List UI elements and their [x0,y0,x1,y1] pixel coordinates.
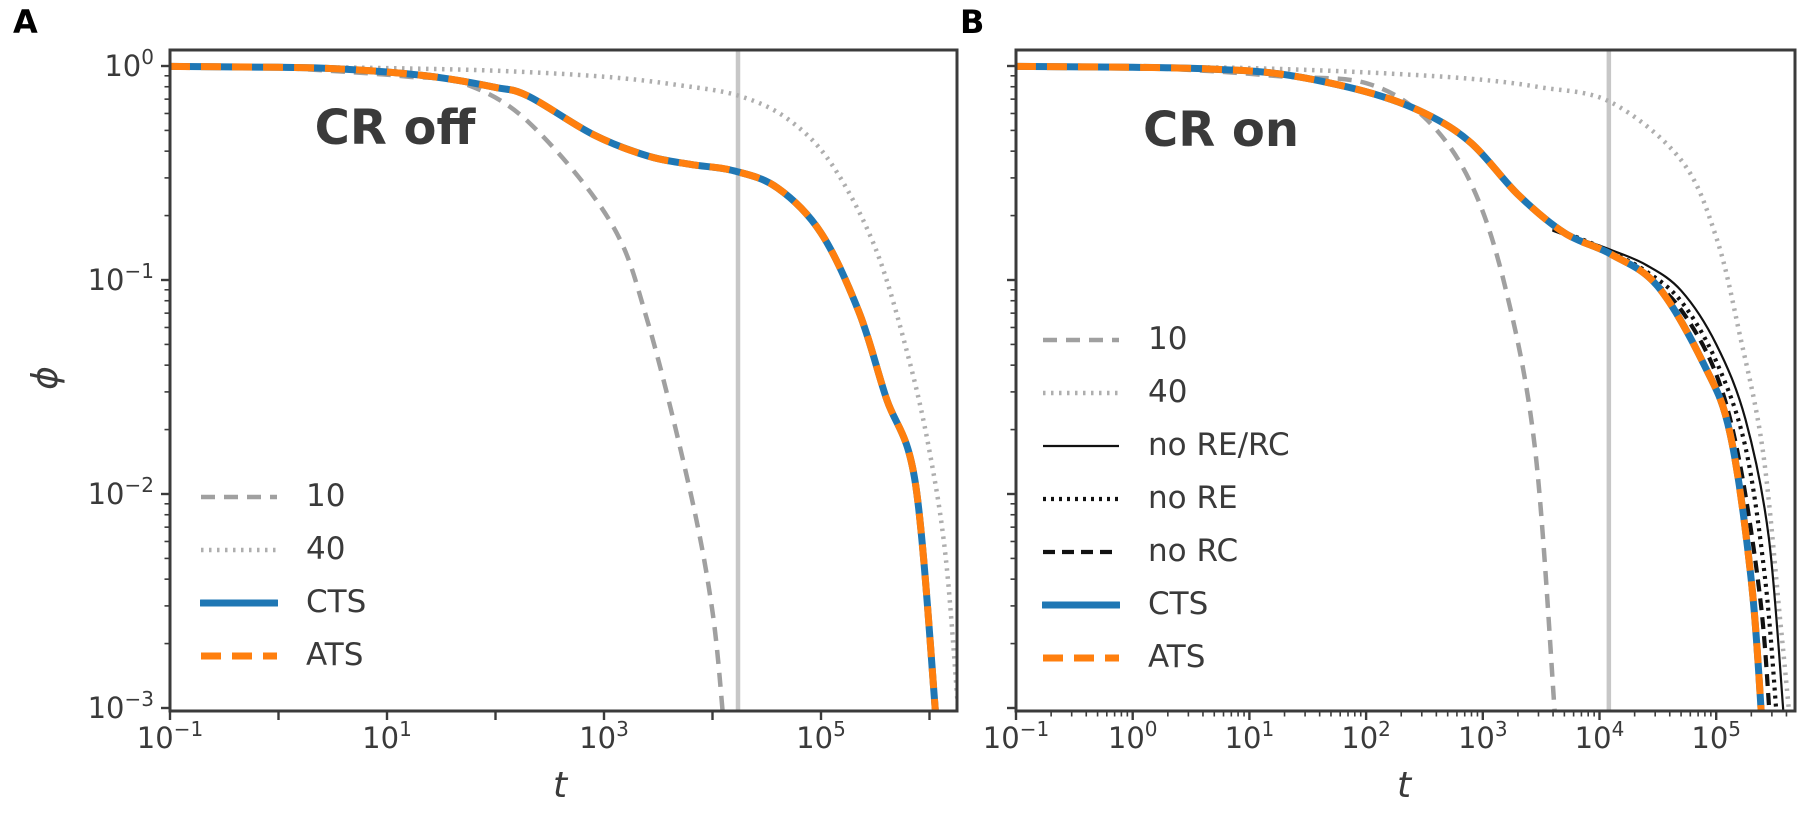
curve-no-re [1552,226,1779,711]
legend-entry-40: 40 [200,523,366,576]
legend-line-sample [1043,444,1119,447]
x-tick-label: 104 [1575,717,1625,755]
legend-label: 10 [306,478,346,514]
legend-entry-no-re: no RE [1042,472,1290,525]
y-tick-label: 100 [104,45,154,83]
legend-line-sample [1043,390,1119,395]
legend-label: CTS [1148,586,1209,622]
annotation-cr-off: CR off [314,100,476,156]
legend-label: 40 [306,531,346,567]
panel-label-b: B [960,3,985,41]
x-tick-label: 102 [1341,717,1391,755]
curve-ats [170,62,939,711]
panel-B: 10−1 100 101 102 103 104 105 [983,48,1797,755]
legend-label: no RC [1148,533,1239,569]
x-tick-label: 10−1 [137,717,203,755]
legend-line-sample [1043,496,1119,501]
legend-entry-no-rc: no RC [1042,525,1290,578]
legend-label: CTS [306,584,367,620]
legend-entry-10: 10 [1042,313,1290,366]
legend-line-sample [201,652,277,659]
x-tick-label: 105 [1691,717,1741,755]
legend-entry-10: 10 [200,470,366,523]
x-tick-label: 101 [1225,717,1275,755]
legend-panel-b: 10 40 no RE/RC no RE no RC CTS ATS [1042,313,1290,684]
x-axis-title-t-panel-a: t [552,765,568,806]
y-tick-label: 10−1 [88,259,154,297]
plot-frame [168,48,959,713]
x-tick-label: 103 [579,717,629,755]
x-tick-label: 101 [362,717,412,755]
legend-label: 40 [1148,374,1188,410]
x-tick-label: 105 [796,717,846,755]
y-tick-label: 10−3 [88,687,154,725]
plot-frame [1014,48,1797,713]
legend-line-sample [1043,654,1119,661]
legend-line-sample [1043,337,1119,342]
x-tick-label: 100 [1108,717,1158,755]
panel-label-a: A [13,3,38,41]
legend-entry-ats: ATS [200,629,366,682]
legend-entry-no-re-rc: no RE/RC [1042,419,1290,472]
x-axis-title-t-panel-b: t [1396,765,1412,806]
legend-panel-a: 10 40 CTS ATS [200,470,366,682]
annotation-cr-on: CR on [1142,102,1300,158]
y-axis-title-phi: ϕ [25,366,66,390]
x-tick-label: 103 [1458,717,1508,755]
legend-label: ATS [1148,639,1206,675]
legend-line-sample [1043,549,1119,554]
legend-line-sample [201,494,277,499]
legend-label: no RE [1148,480,1238,516]
curve-40 [170,63,957,711]
x-tick-label: 10−1 [983,717,1049,755]
legend-entry-ats: ATS [1042,631,1290,684]
legend-line-sample [1042,601,1120,608]
legend-line-sample [200,599,278,606]
legend-line-sample [201,547,277,552]
legend-entry-cts: CTS [1042,578,1290,631]
curve-ats [1016,62,1765,711]
y-tick-label: 10−2 [88,473,154,511]
legend-label: no RE/RC [1148,427,1290,463]
legend-entry-cts: CTS [200,576,366,629]
legend-label: 10 [1148,321,1188,357]
legend-label: ATS [306,637,364,673]
legend-entry-40: 40 [1042,366,1290,419]
